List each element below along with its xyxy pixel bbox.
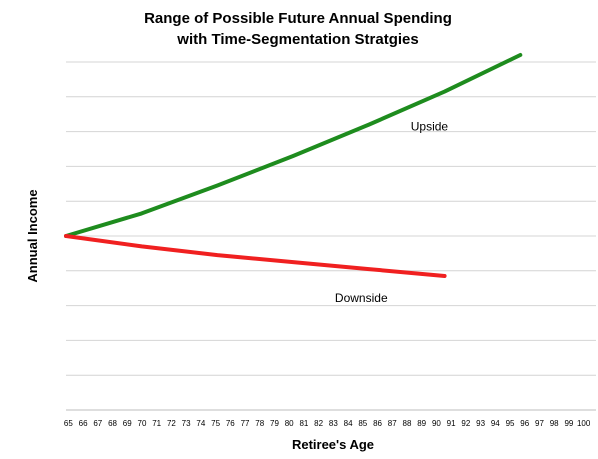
x-tick-label: 95: [506, 419, 515, 428]
series-lines: [64, 53, 523, 278]
x-tick-label: 86: [373, 419, 382, 428]
x-tick-label: 100: [577, 419, 591, 428]
x-tick-label: 88: [403, 419, 412, 428]
x-tick-label: 97: [535, 419, 544, 428]
x-tick-label: 91: [447, 419, 456, 428]
x-tick-label: 82: [314, 419, 323, 428]
x-tick-label: 94: [491, 419, 500, 428]
series-line-downside: [64, 234, 447, 278]
x-tick-label: 90: [432, 419, 441, 428]
x-tick-label: 77: [241, 419, 250, 428]
x-axis-title: Retiree's Age: [292, 437, 374, 452]
x-tick-label: 72: [167, 419, 176, 428]
x-tick-label: 87: [388, 419, 397, 428]
gridlines: [66, 61, 596, 376]
x-tick-label: 99: [564, 419, 573, 428]
x-tick-label: 78: [255, 419, 264, 428]
x-tick-label: 73: [182, 419, 191, 428]
x-tick-labels: 65 66 67 68 69 70 71 72 73 74 75 76 77 78 79 80 81 82 83 84…: [64, 419, 591, 428]
y-axis-title: Annual Income: [25, 189, 40, 282]
x-tick-label: 85: [358, 419, 367, 428]
x-tick-label: 96: [520, 419, 529, 428]
x-tick-label: 79: [270, 419, 279, 428]
x-tick-label: 81: [299, 419, 308, 428]
x-tick-label: 65: [64, 419, 73, 428]
annotation-downside: Downside: [335, 291, 388, 305]
x-tick-label: 71: [152, 419, 161, 428]
x-tick-label: 68: [108, 419, 117, 428]
x-tick-label: 75: [211, 419, 220, 428]
x-tick-label: 74: [196, 419, 205, 428]
x-tick-label: 69: [123, 419, 132, 428]
chart-title-line-1: Range of Possible Future Annual Spending: [144, 10, 452, 27]
x-tick-label: 66: [79, 419, 88, 428]
x-tick-label: 84: [344, 419, 353, 428]
x-tick-label: 98: [550, 419, 559, 428]
x-tick-label: 70: [138, 419, 147, 428]
x-tick-label: 92: [461, 419, 470, 428]
x-tick-label: 93: [476, 419, 485, 428]
x-tick-label: 89: [417, 419, 426, 428]
x-tick-label: 80: [285, 419, 294, 428]
x-tick-label: 67: [93, 419, 102, 428]
series-line-upside: [64, 53, 523, 238]
annotation-upside: Upside: [411, 119, 449, 133]
x-tick-label: 83: [329, 419, 338, 428]
chart-title-line-2: with Time-Segmentation Stratgies: [176, 31, 418, 48]
x-tick-label: 76: [226, 419, 235, 428]
chart-title: Range of Possible Future Annual Spending…: [144, 10, 452, 48]
